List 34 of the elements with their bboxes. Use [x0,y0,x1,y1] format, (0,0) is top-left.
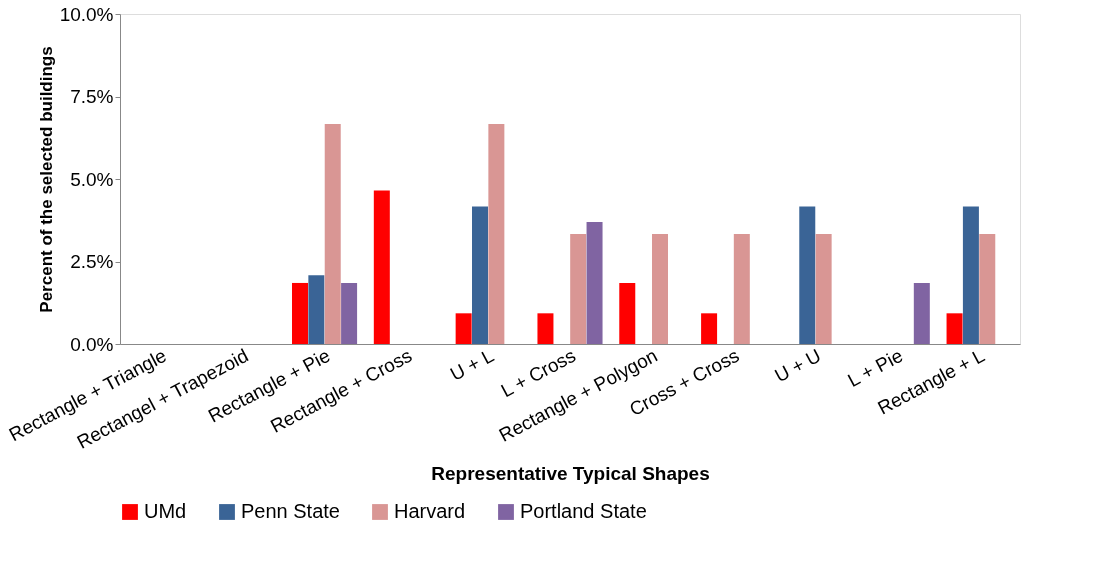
bar [586,221,603,344]
bar [619,282,636,344]
legend-label: Penn State [241,500,340,522]
bar [913,282,930,344]
bar [455,313,472,344]
bar [472,206,488,344]
legend-label: UMd [144,500,187,522]
bar [652,234,668,344]
bar [488,123,505,344]
legend-label: Portland State [520,500,647,522]
y-tick-label: 5.0% [70,168,114,190]
bar [799,206,816,344]
legend-label: Harvard [394,500,466,522]
bar [701,313,718,344]
bar [733,234,750,344]
y-tick-label: 7.5% [70,86,114,107]
y-tick-label: 10.0% [59,3,114,25]
bar [537,313,554,344]
bar [308,275,325,344]
bar [373,190,390,344]
bar [979,234,996,344]
x-tick-label: U + L [446,344,498,385]
y-tick-label: 0.0% [70,333,114,355]
y-tick-label: 2.5% [70,251,114,272]
bar [292,282,308,344]
bar [341,282,358,344]
bar [324,123,341,344]
bar [815,234,832,344]
bar [946,313,963,344]
bar [570,234,587,344]
y-axis-title: Percent of the selected buildings [36,46,56,313]
x-tick-label: U + U [771,344,825,387]
x-axis-title: Representative Typical Shapes [431,462,710,484]
bar [962,206,979,344]
